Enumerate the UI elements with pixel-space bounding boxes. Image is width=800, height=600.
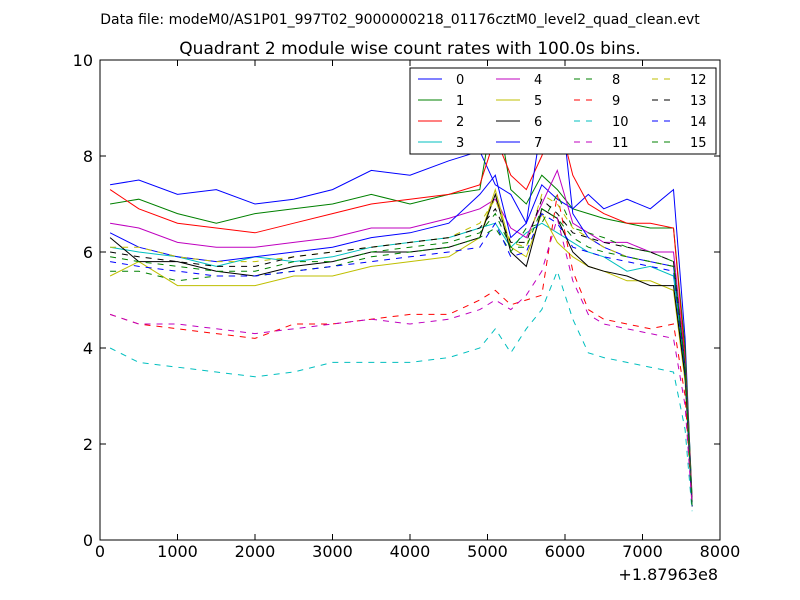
x-tick-label: 8000 bbox=[700, 542, 741, 561]
legend-label-9: 9 bbox=[612, 94, 620, 109]
series-10-line bbox=[109, 269, 693, 512]
legend-label-11: 11 bbox=[612, 136, 629, 151]
legend-label-1: 1 bbox=[456, 94, 464, 109]
legend-label-3: 3 bbox=[456, 136, 464, 151]
legend-label-8: 8 bbox=[612, 73, 620, 88]
legend-label-6: 6 bbox=[534, 115, 542, 130]
legend-label-5: 5 bbox=[534, 94, 542, 109]
series-7-line bbox=[109, 69, 693, 507]
series-6-line bbox=[109, 192, 693, 507]
y-tick-label: 6 bbox=[83, 243, 93, 262]
series-12-line bbox=[110, 193, 693, 507]
y-tick-label: 0 bbox=[83, 531, 93, 550]
legend-label-15: 15 bbox=[690, 136, 707, 151]
series-1-line bbox=[110, 98, 693, 497]
x-tick-label: 2000 bbox=[235, 542, 276, 561]
legend-label-10: 10 bbox=[612, 115, 629, 130]
legend-label-2: 2 bbox=[456, 115, 464, 130]
x-tick-label: 3000 bbox=[312, 542, 353, 561]
series-2-line bbox=[109, 111, 693, 502]
series-14-line bbox=[110, 212, 693, 507]
y-tick-label: 4 bbox=[83, 339, 93, 358]
legend-label-12: 12 bbox=[690, 73, 707, 88]
legend-label-0: 0 bbox=[456, 73, 464, 88]
x-tick-label: 6000 bbox=[545, 542, 586, 561]
x-offset-label: +1.87963e8 bbox=[618, 565, 718, 584]
x-tick-label: 7000 bbox=[622, 542, 663, 561]
legend-label-7: 7 bbox=[534, 136, 542, 151]
series-0-line bbox=[110, 150, 693, 502]
series-8-line bbox=[110, 193, 693, 507]
chart-title: Quadrant 2 module wise count rates with … bbox=[179, 39, 640, 59]
series-layer bbox=[109, 69, 693, 512]
series-13-line bbox=[110, 198, 693, 507]
series-11-line bbox=[109, 216, 693, 507]
legend-box bbox=[409, 67, 717, 155]
x-tick-label: 4000 bbox=[390, 542, 431, 561]
series-5-line bbox=[109, 187, 693, 507]
y-tick-label: 10 bbox=[73, 51, 93, 70]
y-tick-label: 2 bbox=[83, 435, 93, 454]
x-tick-label: 5000 bbox=[467, 542, 508, 561]
x-tick-label: 0 bbox=[95, 542, 105, 561]
legend-label-4: 4 bbox=[534, 73, 542, 88]
series-9-line bbox=[109, 194, 693, 507]
data-file-header: Data file: modeM0/AS1P01_997T02_90000002… bbox=[100, 12, 700, 28]
x-tick-label: 1000 bbox=[157, 542, 198, 561]
legend-label-14: 14 bbox=[690, 115, 707, 130]
series-3-line bbox=[110, 222, 693, 507]
series-4-line bbox=[110, 168, 693, 502]
legend-label-13: 13 bbox=[690, 94, 707, 109]
y-tick-label: 8 bbox=[83, 147, 93, 166]
